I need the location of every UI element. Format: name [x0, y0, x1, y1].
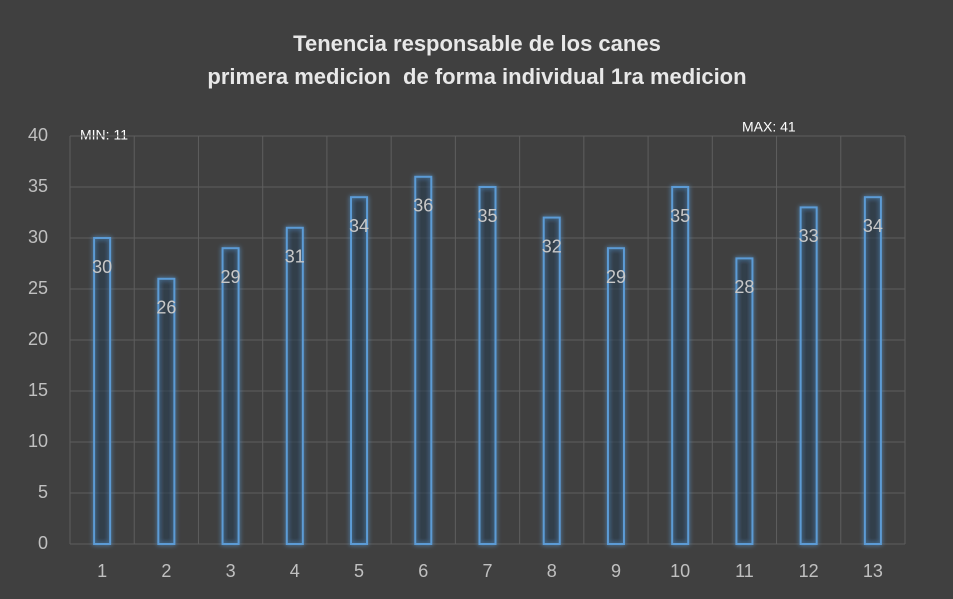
data-label: 34	[863, 216, 883, 236]
data-label: 29	[221, 267, 241, 287]
y-tick-label: 25	[28, 278, 48, 298]
x-tick-label: 12	[799, 561, 819, 581]
data-label: 32	[542, 236, 562, 256]
chart-title: Tenencia responsable de los canes	[293, 31, 661, 56]
bar	[285, 226, 304, 546]
chart-subtitle: primera medicion de forma individual 1ra…	[207, 64, 746, 89]
y-tick-label: 35	[28, 176, 48, 196]
x-tick-label: 1	[97, 561, 107, 581]
bar	[414, 175, 433, 546]
data-label: 33	[799, 226, 819, 246]
data-label: 34	[349, 216, 369, 236]
bar	[606, 247, 625, 545]
bar	[735, 257, 754, 545]
data-label: 35	[477, 206, 497, 226]
bar	[93, 237, 112, 545]
data-label: 31	[285, 247, 305, 267]
x-tick-label: 13	[863, 561, 883, 581]
x-tick-label: 11	[735, 561, 754, 581]
bar	[478, 186, 497, 545]
x-tick-label: 5	[354, 561, 364, 581]
data-label: 30	[92, 257, 112, 277]
x-tick-label: 8	[547, 561, 557, 581]
annotation: MAX: 41	[742, 119, 796, 135]
data-label: 35	[670, 206, 690, 226]
y-tick-label: 10	[28, 431, 48, 451]
bar	[542, 216, 561, 545]
data-label: 26	[156, 298, 176, 318]
bar	[221, 247, 240, 545]
bar	[863, 196, 882, 545]
data-label: 28	[734, 277, 754, 297]
x-tick-label: 4	[290, 561, 300, 581]
y-tick-label: 15	[28, 380, 48, 400]
x-tick-label: 10	[670, 561, 690, 581]
bar	[671, 186, 690, 545]
x-tick-label: 3	[226, 561, 236, 581]
x-tick-label: 2	[161, 561, 171, 581]
y-tick-label: 0	[38, 533, 48, 553]
y-tick-label: 40	[28, 125, 48, 145]
bar	[799, 206, 818, 545]
y-tick-label: 30	[28, 227, 48, 247]
y-tick-label: 20	[28, 329, 48, 349]
bar	[157, 277, 176, 545]
y-tick-label: 5	[38, 482, 48, 502]
data-label: 29	[606, 267, 626, 287]
x-tick-label: 6	[418, 561, 428, 581]
x-tick-label: 9	[611, 561, 621, 581]
data-label: 36	[413, 196, 433, 216]
bar	[350, 196, 369, 545]
x-tick-label: 7	[482, 561, 492, 581]
annotation: MIN: 11	[80, 127, 128, 143]
